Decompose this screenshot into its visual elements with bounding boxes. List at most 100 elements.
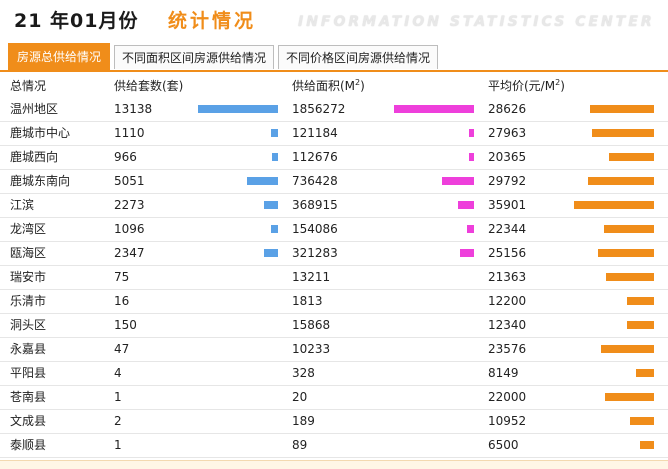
area-header-suffix: ) — [360, 79, 365, 93]
count-bar — [247, 177, 278, 185]
supply-count-value: 966 — [114, 150, 137, 164]
table-row: 瑞安市 75 13211 21363 — [0, 266, 668, 290]
area-bar — [458, 201, 474, 209]
supply-count-value: 2 — [114, 414, 122, 428]
supply-count-value: 1 — [114, 390, 122, 404]
region-name: 平阳县 — [10, 366, 47, 380]
supply-area-value: 89 — [292, 438, 308, 452]
count-bar — [264, 249, 278, 257]
area-header-sup: 2 — [355, 78, 361, 87]
supply-area-value: 1856272 — [292, 102, 346, 116]
footer-band — [0, 460, 668, 469]
supply-area-value: 736428 — [292, 174, 338, 188]
page-header: 21 年01月份 统计情况 INFORMATION STATISTICS CEN… — [0, 0, 668, 42]
supply-count-value: 1110 — [114, 126, 145, 140]
supply-area-value: 15868 — [292, 318, 331, 332]
avg-price-value: 23576 — [488, 342, 527, 356]
avg-price-value: 6500 — [488, 438, 519, 452]
table-row: 洞头区 150 15868 12340 — [0, 314, 668, 338]
tab-total-supply[interactable]: 房源总供给情况 — [8, 43, 110, 70]
table-row: 永嘉县 47 10233 23576 — [0, 338, 668, 362]
supply-area-value: 121184 — [292, 126, 338, 140]
table-row: 龙湾区 1096 154086 22344 — [0, 218, 668, 242]
price-header-sup: 2 — [555, 78, 561, 87]
table-row: 文成县 2 189 10952 — [0, 410, 668, 434]
supply-area-value: 321283 — [292, 246, 338, 260]
region-name: 文成县 — [10, 414, 47, 428]
avg-price-value: 22344 — [488, 222, 527, 236]
avg-price-value: 21363 — [488, 270, 527, 284]
avg-price-value: 20365 — [488, 150, 527, 164]
region-name: 江滨 — [10, 198, 35, 212]
price-bar — [609, 153, 654, 161]
price-bar — [574, 201, 654, 209]
avg-price-value: 27963 — [488, 126, 527, 140]
price-bar — [598, 249, 654, 257]
area-bar — [460, 249, 474, 257]
region-name: 瓯海区 — [10, 246, 47, 260]
region-name: 瑞安市 — [10, 270, 47, 284]
region-name: 乐清市 — [10, 294, 47, 308]
avg-price-value: 10952 — [488, 414, 527, 428]
table-row: 鹿城市中心 1110 121184 27963 — [0, 122, 668, 146]
supply-count-value: 150 — [114, 318, 137, 332]
table-row: 鹿城东南向 5051 736428 29792 — [0, 170, 668, 194]
supply-count-value: 2273 — [114, 198, 145, 212]
region-name: 洞头区 — [10, 318, 47, 332]
region-name: 温州地区 — [10, 102, 59, 116]
supply-area-value: 154086 — [292, 222, 338, 236]
supply-count-value: 75 — [114, 270, 130, 284]
avg-price-value: 35901 — [488, 198, 527, 212]
tab-area-range-supply[interactable]: 不同面积区间房源供给情况 — [114, 45, 274, 69]
area-bar — [442, 177, 474, 185]
column-header-count: 供给套数(套) — [114, 79, 184, 93]
area-header-text: 供给面积(M — [292, 79, 356, 93]
table-row: 乐清市 16 1813 12200 — [0, 290, 668, 314]
column-header-region: 总情况 — [10, 79, 47, 93]
count-bar — [198, 105, 278, 113]
supply-count-value: 5051 — [114, 174, 145, 188]
supply-area-value: 20 — [292, 390, 308, 404]
page-subtitle-en: INFORMATION STATISTICS CENTER — [298, 14, 655, 30]
avg-price-value: 22000 — [488, 390, 527, 404]
area-bar — [469, 153, 474, 161]
region-name: 龙湾区 — [10, 222, 47, 236]
area-bar — [394, 105, 474, 113]
supply-count-value: 16 — [114, 294, 130, 308]
price-bar — [592, 129, 654, 137]
supply-area-value: 13211 — [292, 270, 331, 284]
table-row: 苍南县 1 20 22000 — [0, 386, 668, 410]
supply-area-value: 328 — [292, 366, 315, 380]
price-bar — [630, 417, 654, 425]
avg-price-value: 25156 — [488, 246, 527, 260]
supply-count-value: 1096 — [114, 222, 145, 236]
region-name: 泰顺县 — [10, 438, 47, 452]
table-row: 瓯海区 2347 321283 25156 — [0, 242, 668, 266]
price-header-text: 平均价(元/M — [488, 79, 556, 93]
table-row: 泰顺县 1 89 6500 — [0, 434, 668, 458]
area-bar — [469, 129, 474, 137]
avg-price-value: 29792 — [488, 174, 527, 188]
price-bar — [640, 441, 654, 449]
avg-price-value: 12200 — [488, 294, 527, 308]
page-title: 21 年01月份 — [14, 10, 139, 32]
avg-price-value: 28626 — [488, 102, 527, 116]
supply-count-value: 13138 — [114, 102, 153, 116]
tab-bar: 房源总供给情况 不同面积区间房源供给情况 不同价格区间房源供给情况 — [0, 43, 668, 72]
price-bar — [636, 369, 654, 377]
price-header-suffix: ) — [560, 79, 565, 93]
region-name: 鹿城东南向 — [10, 174, 71, 188]
count-bar — [271, 225, 278, 233]
tab-price-range-supply[interactable]: 不同价格区间房源供给情况 — [278, 45, 438, 69]
supply-area-value: 1813 — [292, 294, 323, 308]
price-bar — [627, 297, 654, 305]
table-row: 江滨 2273 368915 35901 — [0, 194, 668, 218]
page-title-accent: 统计情况 — [168, 10, 257, 32]
column-header-price: 平均价(元/M2) — [488, 76, 565, 96]
supply-area-value: 10233 — [292, 342, 331, 356]
price-bar — [601, 345, 654, 353]
count-bar — [271, 129, 278, 137]
table-row: 温州地区 13138 1856272 28626 — [0, 98, 668, 122]
table-row: 平阳县 4 328 8149 — [0, 362, 668, 386]
supply-count-value: 4 — [114, 366, 122, 380]
